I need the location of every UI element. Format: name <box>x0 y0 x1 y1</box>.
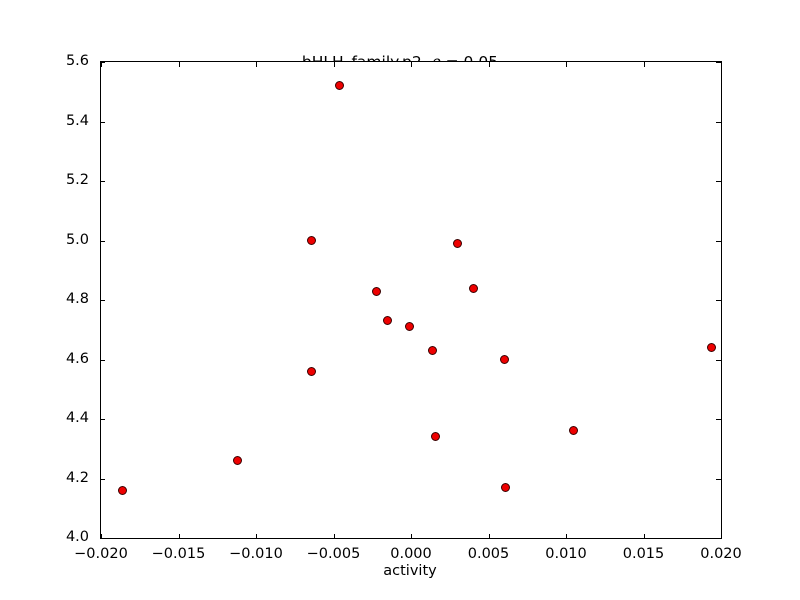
y-axis-tick-right <box>716 478 721 480</box>
scatter-point <box>431 432 441 442</box>
x-axis-tick-top <box>488 62 490 67</box>
scatter-point <box>372 286 382 296</box>
y-axis-tick-right <box>716 240 721 242</box>
plot-surface <box>101 62 721 538</box>
y-axis-tick <box>100 538 105 539</box>
x-axis-tick-top <box>566 62 567 67</box>
plot-axes: −0.020 −0.015 −0.010 −0.005 0.000 0.005 0.010 0… <box>66 53 742 562</box>
scatter-point <box>335 81 345 91</box>
y-axis-tick-label: 4.6 <box>65 350 89 367</box>
x-axis-tick-label: 0.020 <box>700 546 742 562</box>
x-axis-tick-label: −0.015 <box>151 546 206 562</box>
x-axis-tick <box>178 534 180 539</box>
x-axis-tick-top <box>256 62 257 67</box>
y-axis-tick-right <box>716 419 721 420</box>
y-axis-tick-label: 5.2 <box>65 172 89 188</box>
y-axis-tick-right <box>716 359 721 361</box>
x-axis-tick <box>101 534 102 539</box>
scatter-point <box>428 346 438 356</box>
scatter-point <box>707 343 717 353</box>
y-axis-tick-label: 4.2 <box>65 469 89 486</box>
x-axis-tick <box>643 534 645 539</box>
x-axis-tick <box>488 534 490 539</box>
y-axis-tick <box>100 62 105 63</box>
x-axis-tick-top <box>643 62 645 67</box>
scatter-point <box>499 355 509 364</box>
y-axis-tick-label: 5.6 <box>65 53 89 69</box>
y-axis-tick-label: 4.4 <box>65 410 89 426</box>
y-axis-tick-label: 5.0 <box>65 231 89 248</box>
x-axis-tick-top <box>411 62 412 67</box>
x-axis-tick-top <box>101 62 102 67</box>
x-axis-tick-top <box>178 62 180 67</box>
y-axis-tick-right <box>716 300 721 301</box>
x-axis-tick-label: −0.020 <box>74 546 128 562</box>
y-axis-tick <box>100 478 105 480</box>
x-axis-tick <box>721 534 722 539</box>
x-axis-tick-label: 0.015 <box>622 546 665 562</box>
y-axis-tick-label: 5.4 <box>65 112 89 129</box>
y-axis-tick-right <box>716 538 721 539</box>
y-axis-tick-label: 4.0 <box>65 529 89 545</box>
scatter-point <box>404 322 414 332</box>
x-axis-tick-label: −0.005 <box>306 546 361 562</box>
x-axis-tick <box>256 534 257 539</box>
y-axis-tick <box>100 359 105 361</box>
y-axis-tick <box>100 419 105 420</box>
y-axis-tick <box>100 181 105 182</box>
y-axis-tick-label: 4.8 <box>65 291 89 307</box>
scatter-point <box>383 316 393 326</box>
x-axis-tick-top <box>333 62 335 67</box>
x-axis-tick-label: 0.010 <box>545 546 587 562</box>
scatter-point <box>501 482 511 492</box>
scatter-point <box>307 366 317 376</box>
x-axis-tick <box>333 534 335 539</box>
x-axis-tick-label: −0.010 <box>229 546 283 562</box>
scatter-point <box>453 238 462 248</box>
x-axis-tick <box>411 534 412 539</box>
x-axis-tick <box>566 534 567 539</box>
y-axis-tick-right <box>716 181 721 182</box>
scatter-point <box>307 236 317 245</box>
y-axis-tick-right <box>716 121 721 123</box>
x-axis-tick-top <box>721 62 722 67</box>
scatter-point <box>232 456 242 466</box>
y-axis-tick-right <box>716 62 721 63</box>
x-axis-label: activity <box>383 563 437 579</box>
y-axis-tick <box>100 300 105 301</box>
scatter-point <box>569 426 579 436</box>
x-axis-tick-label: 0.000 <box>390 546 432 562</box>
y-axis-tick <box>100 240 105 242</box>
y-axis-tick <box>100 121 105 123</box>
scatter-point <box>118 485 128 495</box>
x-axis-tick-label: 0.005 <box>467 546 510 562</box>
scatter-point <box>468 283 478 293</box>
